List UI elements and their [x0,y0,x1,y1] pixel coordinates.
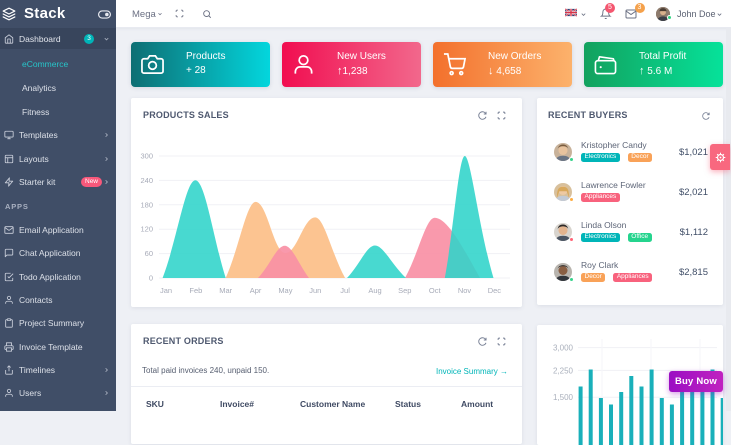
svg-text:300: 300 [140,152,153,161]
svg-text:0: 0 [149,274,153,283]
svg-text:Dec: Dec [488,286,502,295]
svg-text:Feb: Feb [189,286,202,295]
svg-text:2,250: 2,250 [553,366,574,375]
svg-text:Oct: Oct [429,286,442,295]
svg-text:Nov: Nov [458,286,472,295]
svg-text:60: 60 [145,249,153,258]
svg-text:May: May [278,286,292,295]
svg-text:120: 120 [140,225,153,234]
svg-text:Jun: Jun [309,286,321,295]
svg-text:Sep: Sep [398,286,411,295]
svg-text:Apr: Apr [250,286,262,295]
svg-text:240: 240 [140,176,153,185]
svg-text:180: 180 [140,200,153,209]
svg-text:Mar: Mar [219,286,232,295]
svg-text:Aug: Aug [368,286,381,295]
svg-text:Jan: Jan [160,286,172,295]
svg-text:1,500: 1,500 [553,393,574,402]
svg-text:3,000: 3,000 [553,344,574,353]
svg-text:Jul: Jul [340,286,350,295]
